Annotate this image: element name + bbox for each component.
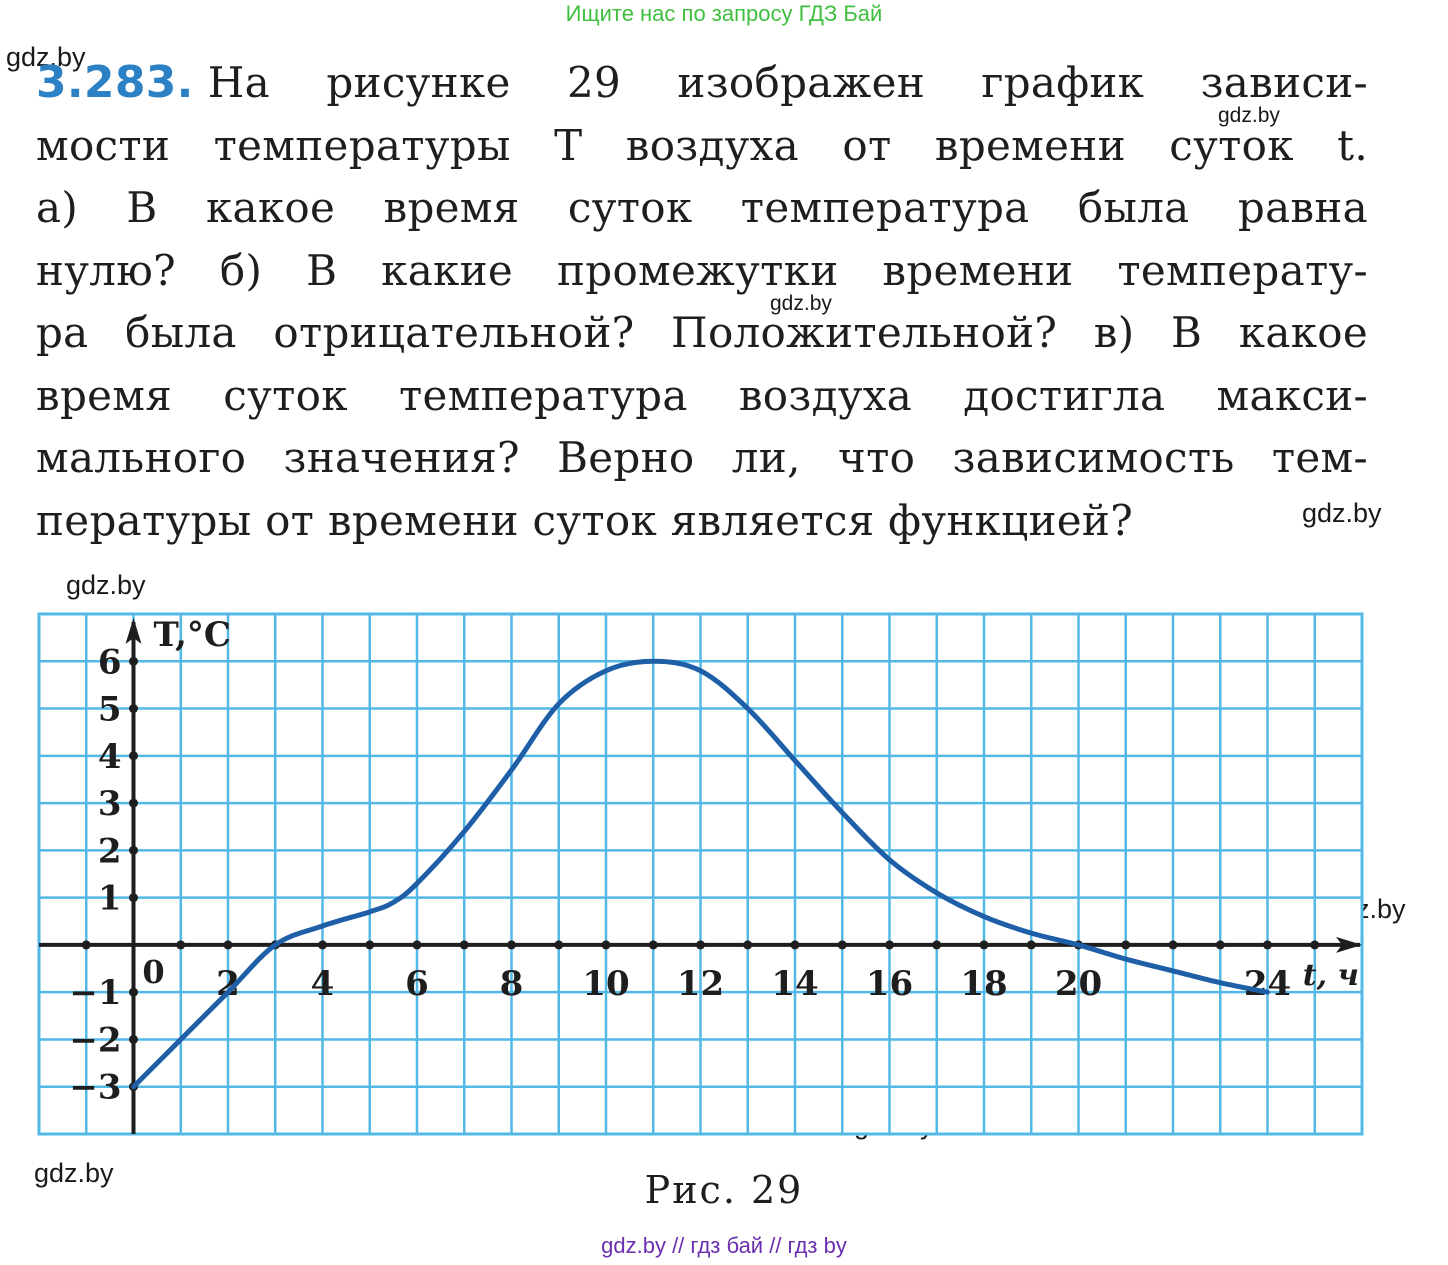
- x-tick-label: 20: [1055, 964, 1102, 1004]
- watermark: gdz.by: [6, 42, 86, 72]
- x-tick-label: 16: [866, 964, 913, 1004]
- y-axis-dot: [129, 656, 138, 666]
- problem-text: 3.283. На рисунке 29 изображен график зав…: [36, 52, 1368, 552]
- x-axis-dot: [696, 940, 705, 950]
- y-axis-arrow: [125, 618, 142, 644]
- x-axis-dot: [223, 940, 233, 950]
- x-axis-dot: [1168, 940, 1178, 950]
- x-tick-label: 10: [582, 964, 629, 1004]
- y-tick-label: 1: [98, 879, 122, 919]
- y-tick-label: −2: [69, 1020, 121, 1060]
- y-axis-dot: [129, 987, 138, 997]
- x-axis-dot: [1026, 940, 1036, 950]
- x-axis-dot: [648, 940, 658, 950]
- watermark: gdz.by: [66, 570, 146, 600]
- watermark: gdz.by: [1218, 104, 1280, 127]
- x-axis-dot: [81, 940, 91, 950]
- watermark: gdz.by: [34, 1158, 114, 1188]
- origin-label: 0: [142, 953, 164, 991]
- problem-line: ра была отрицательной? Положительной? в)…: [36, 308, 1368, 357]
- problem-line: пературы от времени суток является функц…: [36, 495, 1134, 545]
- x-axis-dot: [601, 940, 611, 950]
- problem-line: 3.283. На рисунке 29 изображен график зав…: [36, 57, 1368, 108]
- problem-line: мости температуры T воздуха от времени с…: [36, 120, 1368, 170]
- y-axis-label: T,°C: [154, 615, 231, 655]
- y-tick-label: 3: [98, 784, 122, 824]
- x-axis-dot: [837, 940, 847, 950]
- figure-caption: Рис. 29: [644, 1168, 804, 1212]
- x-tick-label: 2: [216, 964, 240, 1004]
- y-tick-label: 2: [98, 831, 122, 871]
- x-tick-label: 24: [1244, 964, 1291, 1004]
- x-tick-label: 12: [677, 964, 724, 1004]
- footer-links[interactable]: gdz.by // гдз бай // гдз by: [601, 1233, 847, 1258]
- x-tick-label: 18: [960, 964, 1007, 1004]
- watermark: gdz.by: [770, 292, 832, 315]
- x-axis-dot: [318, 940, 327, 950]
- y-axis-dot: [129, 798, 138, 808]
- x-tick-label: 4: [311, 964, 335, 1004]
- x-axis-dot: [979, 940, 989, 950]
- search-banner[interactable]: Ищите нас по запросу ГДЗ Бай: [565, 1, 883, 26]
- x-axis-dot: [1215, 940, 1225, 950]
- x-axis-dot: [1121, 940, 1131, 950]
- x-axis-dot: [176, 940, 186, 950]
- x-axis-arrow: [1336, 936, 1362, 953]
- x-axis-dot: [932, 940, 942, 950]
- y-axis-dot: [129, 845, 138, 855]
- x-axis-dot: [790, 940, 800, 950]
- y-axis-dot: [129, 893, 138, 903]
- y-tick-label: 4: [98, 737, 122, 777]
- problem-line: нулю? б) В какие промежутки времени темп…: [36, 245, 1368, 295]
- y-tick-label: −1: [69, 973, 121, 1013]
- x-axis-dot: [412, 940, 422, 950]
- y-axis-dot: [129, 751, 138, 761]
- x-axis-dot: [459, 940, 469, 950]
- y-tick-label: 6: [98, 642, 122, 682]
- x-axis-dot: [743, 940, 753, 950]
- x-axis-dot: [885, 940, 894, 950]
- y-tick-label: −3: [69, 1068, 121, 1108]
- problem-line: мального значения? Верно ли, что зависим…: [36, 433, 1368, 482]
- x-axis-dot: [365, 940, 375, 950]
- y-tick-label: 5: [98, 690, 122, 730]
- temperature-curve: [131, 658, 1270, 1090]
- problem-line: время суток температура воздуха достигла…: [36, 370, 1368, 420]
- x-tick-label: 6: [405, 964, 429, 1004]
- x-tick-label: 8: [500, 964, 524, 1004]
- y-axis-dot: [129, 704, 138, 714]
- problem-line: а) В какое время суток температура была …: [36, 183, 1368, 232]
- x-axis-dot: [1263, 940, 1272, 950]
- x-axis-label: t, ч: [1303, 958, 1359, 993]
- watermark: gdz.by: [1302, 498, 1382, 528]
- x-axis-dot: [554, 940, 564, 950]
- x-tick-label: 14: [771, 964, 818, 1004]
- x-axis-dot: [507, 940, 516, 950]
- problem-number: 3.283.: [36, 57, 194, 108]
- x-axis-dot: [1310, 940, 1320, 950]
- y-axis-dot: [129, 1034, 138, 1044]
